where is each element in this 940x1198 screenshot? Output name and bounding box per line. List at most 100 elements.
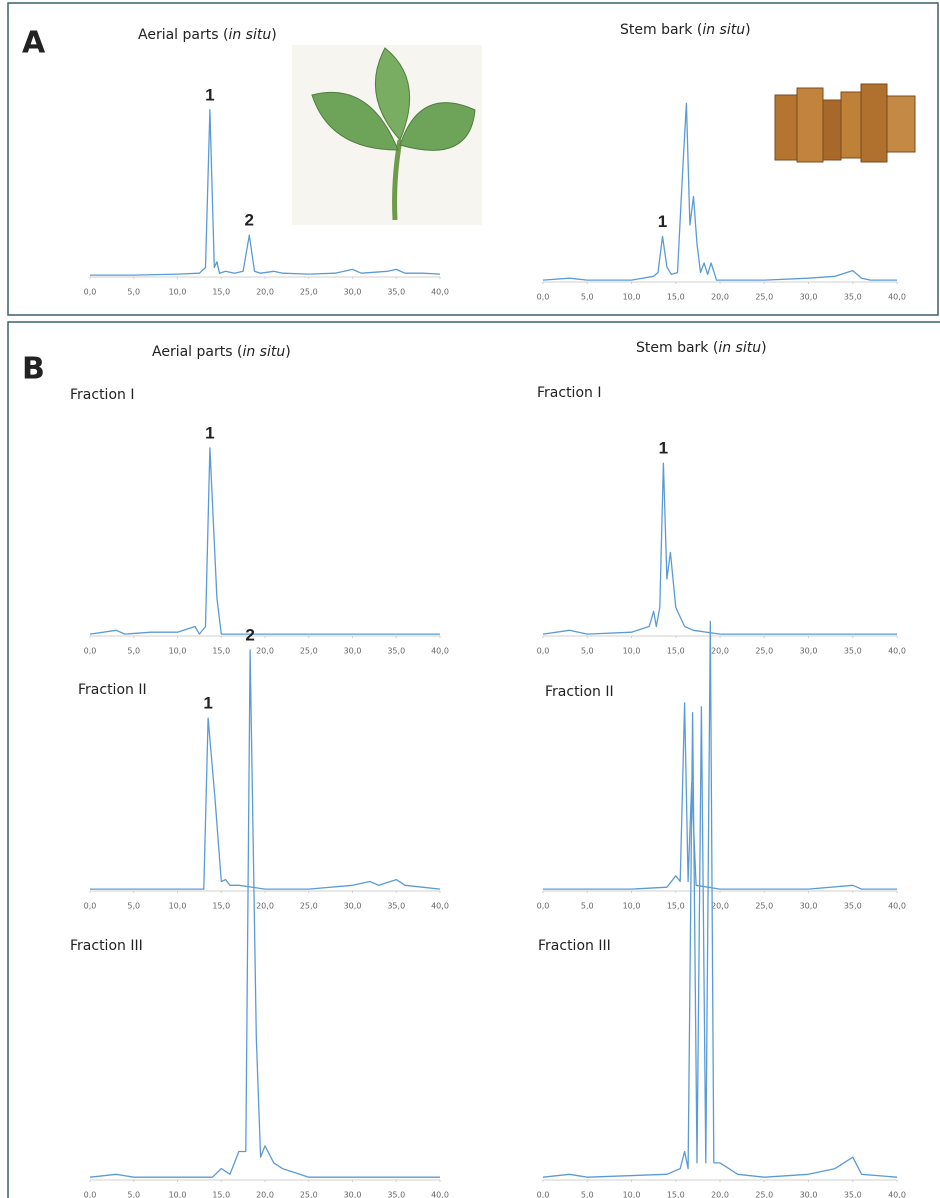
x-tick-label: 40,0: [431, 902, 449, 911]
x-tick-label: 10,0: [169, 647, 187, 656]
x-tick-label: 0,0: [537, 293, 550, 302]
x-tick-label: 40,0: [888, 902, 906, 911]
x-tick-label: 10,0: [623, 293, 641, 302]
x-tick-label: 25,0: [300, 1191, 318, 1198]
x-tick-label: 0,0: [537, 647, 550, 656]
x-tick-label: 5,0: [127, 288, 140, 297]
x-tick-label: 15,0: [667, 647, 685, 656]
x-tick-label: 25,0: [755, 1191, 773, 1198]
chromatogram-line: [90, 448, 440, 634]
x-tick-label: 5,0: [127, 647, 140, 656]
x-tick-label: 25,0: [300, 902, 318, 911]
x-tick-label: 25,0: [755, 293, 773, 302]
x-tick-label: 10,0: [169, 1191, 187, 1198]
x-tick-label: 20,0: [256, 647, 274, 656]
peak-label: 2: [245, 211, 254, 230]
fraction-label: Fraction I: [70, 387, 134, 403]
x-tick-label: 10,0: [623, 647, 641, 656]
x-tick-label: 35,0: [844, 293, 862, 302]
x-tick-label: 20,0: [711, 647, 729, 656]
title-part: Stem bark (: [620, 22, 702, 38]
chart-title: Aerial parts (in situ): [138, 27, 277, 43]
title-part: ): [285, 344, 290, 360]
x-tick-label: 10,0: [623, 1191, 641, 1198]
fraction-label: Fraction II: [545, 684, 614, 700]
x-tick-label: 15,0: [212, 1191, 230, 1198]
x-tick-label: 40,0: [431, 647, 449, 656]
title-part: in situ: [242, 344, 285, 360]
x-tick-label: 10,0: [169, 288, 187, 297]
x-tick-label: 20,0: [256, 1191, 274, 1198]
x-tick-label: 30,0: [344, 647, 362, 656]
title-part: in situ: [718, 340, 761, 356]
x-tick-label: 15,0: [667, 293, 685, 302]
x-tick-label: 15,0: [212, 647, 230, 656]
x-tick-label: 20,0: [711, 1191, 729, 1198]
chromatogram-line: [90, 718, 440, 889]
x-tick-label: 40,0: [888, 647, 906, 656]
chart-title: Aerial parts (in situ): [152, 344, 291, 360]
peak-label: 2: [245, 625, 254, 644]
peak-label: 1: [203, 694, 212, 713]
x-tick-label: 25,0: [300, 647, 318, 656]
title-part: ): [761, 340, 766, 356]
title-part: Stem bark (: [636, 340, 718, 356]
x-tick-label: 10,0: [623, 902, 641, 911]
title-part: in situ: [702, 22, 745, 38]
fraction-label: Fraction III: [538, 938, 611, 954]
title-part: Aerial parts (: [138, 27, 228, 43]
x-tick-label: 30,0: [800, 293, 818, 302]
figure: A B 0,05,010,015,020,025,030,035,040,0Ae…: [0, 0, 940, 1198]
x-tick-label: 0,0: [537, 902, 550, 911]
x-tick-label: 35,0: [387, 902, 405, 911]
x-tick-label: 20,0: [256, 288, 274, 297]
x-tick-label: 35,0: [844, 647, 862, 656]
title-part: ): [745, 22, 750, 38]
x-tick-label: 35,0: [387, 647, 405, 656]
x-tick-label: 30,0: [344, 902, 362, 911]
fraction-label: Fraction III: [70, 938, 143, 954]
x-tick-label: 40,0: [431, 1191, 449, 1198]
x-tick-label: 15,0: [667, 902, 685, 911]
x-tick-label: 25,0: [300, 288, 318, 297]
chromatogram-line: [543, 463, 897, 634]
panel-b-frame: [8, 322, 940, 1198]
x-tick-label: 15,0: [212, 902, 230, 911]
title-part: Aerial parts (: [152, 344, 242, 360]
x-tick-label: 35,0: [387, 288, 405, 297]
x-tick-label: 5,0: [127, 1191, 140, 1198]
peak-label: 1: [205, 423, 214, 442]
fraction-label: Fraction II: [78, 682, 147, 698]
x-tick-label: 30,0: [344, 288, 362, 297]
x-tick-label: 5,0: [127, 902, 140, 911]
bark-illustration: [775, 84, 915, 162]
x-tick-label: 15,0: [667, 1191, 685, 1198]
x-tick-label: 40,0: [431, 288, 449, 297]
chart-title: Stem bark (in situ): [636, 340, 767, 356]
x-tick-label: 20,0: [711, 902, 729, 911]
chromatogram-line: [543, 621, 897, 1177]
fraction-label: Fraction I: [537, 385, 601, 401]
chart-title: Stem bark (in situ): [620, 22, 751, 38]
x-tick-label: 0,0: [84, 288, 97, 297]
leaf-illustration: [292, 45, 482, 225]
x-tick-label: 5,0: [581, 293, 594, 302]
x-tick-label: 20,0: [711, 293, 729, 302]
x-tick-label: 5,0: [581, 647, 594, 656]
x-tick-label: 10,0: [169, 902, 187, 911]
x-tick-label: 35,0: [844, 902, 862, 911]
panel-label: B: [22, 352, 45, 387]
peak-label: 1: [658, 212, 667, 231]
title-part: in situ: [228, 27, 271, 43]
x-tick-label: 20,0: [256, 902, 274, 911]
chromatogram-line: [543, 703, 897, 889]
peak-label: 1: [205, 85, 214, 104]
x-tick-label: 0,0: [84, 647, 97, 656]
x-tick-label: 30,0: [800, 647, 818, 656]
x-tick-label: 0,0: [84, 1191, 97, 1198]
x-tick-label: 30,0: [800, 902, 818, 911]
x-tick-label: 35,0: [844, 1191, 862, 1198]
x-tick-label: 30,0: [800, 1191, 818, 1198]
chromatogram-line: [90, 650, 440, 1177]
x-tick-label: 30,0: [344, 1191, 362, 1198]
